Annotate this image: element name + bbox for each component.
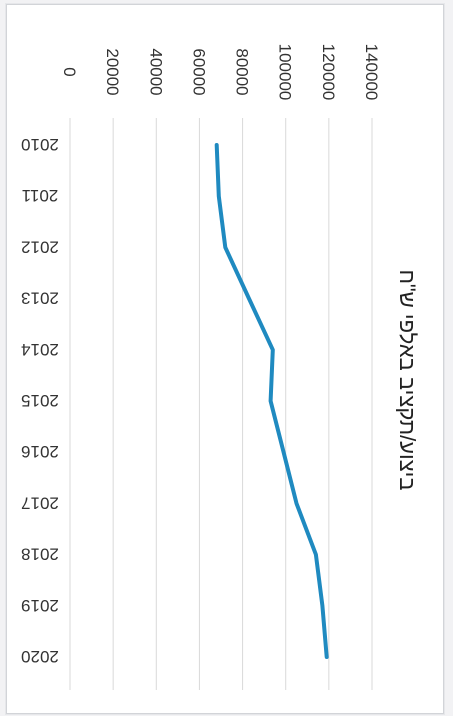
y-tick-label: 100000 xyxy=(276,44,295,101)
chart-title: ביצוע/תקציב באלפי ש"ח xyxy=(395,269,420,490)
x-tick-label: 2020 xyxy=(21,647,59,666)
series-line xyxy=(214,143,329,659)
x-tick-label: 2015 xyxy=(21,391,59,410)
y-tick-label: 40000 xyxy=(146,48,165,95)
x-tick-label: 2018 xyxy=(21,545,59,564)
x-tick-label: 2012 xyxy=(21,237,59,256)
series-layer xyxy=(214,143,329,659)
x-tick-label: 2016 xyxy=(21,442,59,461)
y-tick-label: 80000 xyxy=(233,48,252,95)
x-tick-label: 2017 xyxy=(21,493,59,512)
y-axis-tick-labels: 0 20000 40000 60000 80000 100000 120000 140000 xyxy=(60,44,381,101)
y-tick-label: 20000 xyxy=(103,48,122,95)
x-tick-label: 2019 xyxy=(21,596,59,615)
x-tick-label: 2013 xyxy=(21,289,59,308)
gridlines xyxy=(69,118,373,690)
x-axis-tick-labels: 2010 2011 2012 2013 2014 2015 2016 2017 2018 2019… xyxy=(21,135,59,666)
y-tick-label: 0 xyxy=(60,67,79,76)
x-tick-label: 2011 xyxy=(22,186,59,205)
x-tick-label: 2014 xyxy=(21,340,59,359)
chart-paper xyxy=(6,4,444,714)
x-tick-label: 2010 xyxy=(21,135,59,154)
y-tick-label: 60000 xyxy=(189,48,208,95)
y-tick-label: 140000 xyxy=(362,44,381,101)
y-tick-label: 120000 xyxy=(319,44,338,101)
